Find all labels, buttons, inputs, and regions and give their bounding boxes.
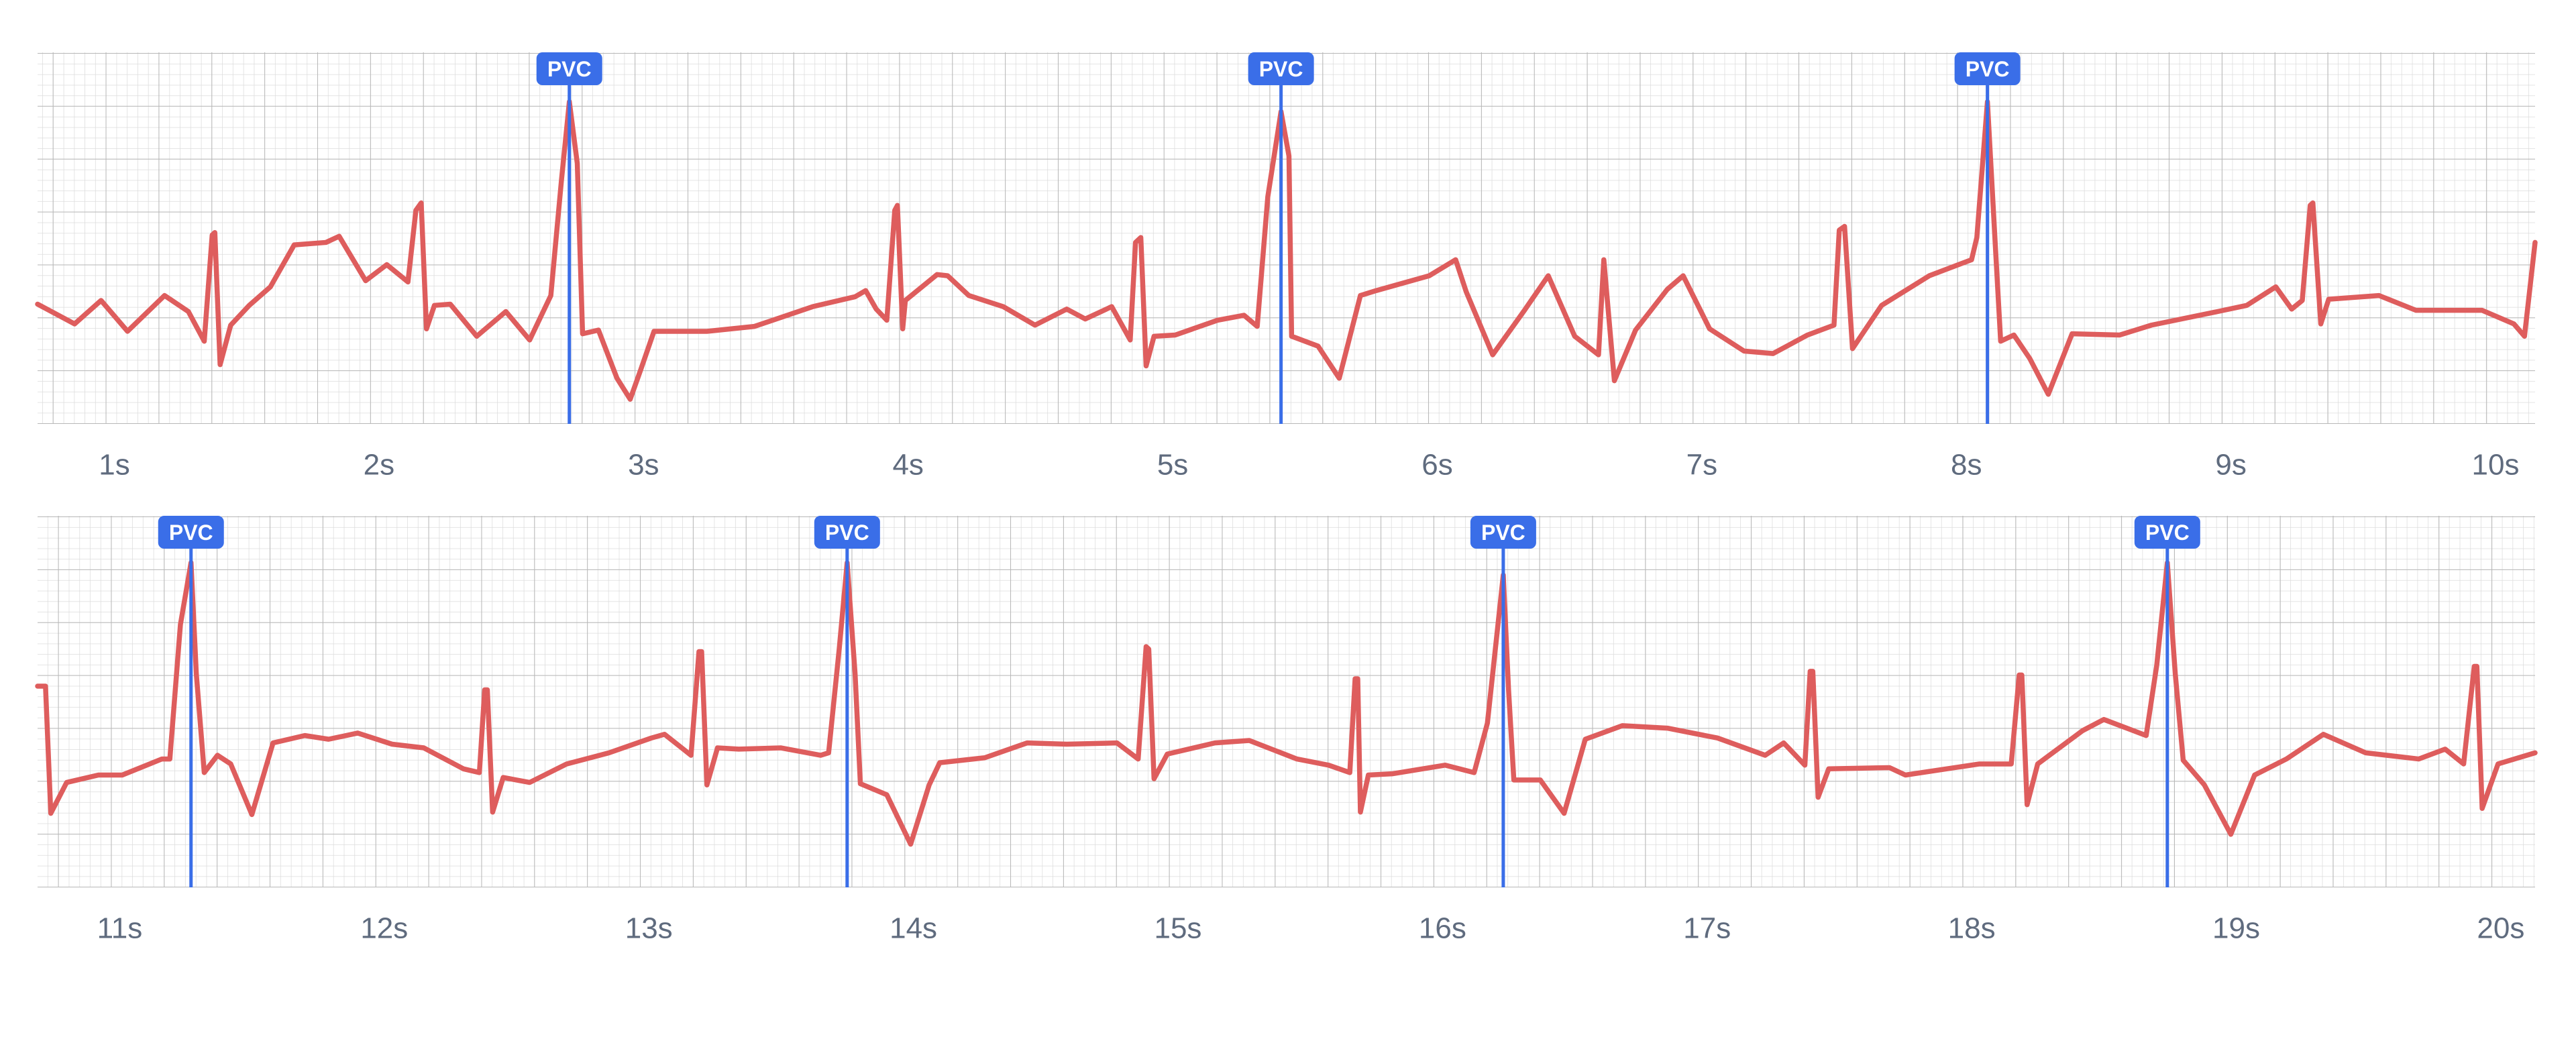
x-tick-label: 7s — [1686, 449, 1717, 482]
pvc-badge — [536, 52, 602, 85]
pvc-label: PVC — [825, 520, 869, 545]
x-tick-label: 18s — [1948, 912, 1996, 945]
x-tick-label: 15s — [1154, 912, 1201, 945]
pvc-badge — [2134, 516, 2200, 549]
pvc-label: PVC — [1481, 520, 1525, 545]
pvc-label: PVC — [2145, 520, 2190, 545]
x-tick-label: 10s — [2472, 449, 2520, 482]
pvc-badge — [814, 516, 880, 549]
pvc-label: PVC — [1259, 57, 1303, 81]
ecg-trace — [35, 560, 2538, 847]
x-tick-label: 13s — [625, 912, 673, 945]
x-tick-label: 1s — [99, 449, 129, 482]
grid-major — [38, 516, 2535, 887]
grid-major — [38, 52, 2535, 424]
pvc-label: PVC — [1966, 57, 2010, 81]
x-tick-label: 14s — [890, 912, 937, 945]
pvc-label: PVC — [547, 57, 592, 81]
x-tick-label: 11s — [97, 912, 143, 945]
x-tick-label: 20s — [2477, 912, 2524, 945]
x-tick-label: 3s — [628, 449, 659, 482]
pvc-label: PVC — [169, 520, 213, 545]
x-tick-label: 19s — [2212, 912, 2260, 945]
pvc-badge — [1248, 52, 1314, 85]
x-tick-label: 5s — [1157, 449, 1188, 482]
pvc-badge — [1470, 516, 1536, 549]
x-tick-label: 2s — [364, 449, 394, 482]
ecg-trace — [35, 99, 2538, 402]
x-tick-label: 17s — [1683, 912, 1731, 945]
x-tick-label: 9s — [2215, 449, 2246, 482]
x-tick-label: 6s — [1421, 449, 1452, 482]
x-tick-label: 12s — [360, 912, 408, 945]
x-tick-label: 4s — [892, 449, 923, 482]
pvc-badge — [1954, 52, 2021, 85]
pvc-badge — [158, 516, 224, 549]
x-tick-label: 16s — [1419, 912, 1466, 945]
x-tick-label: 8s — [1951, 449, 1982, 482]
